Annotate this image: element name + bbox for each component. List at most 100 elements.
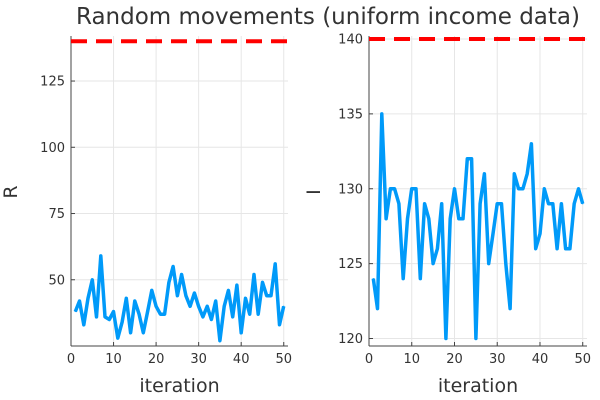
data-point (479, 203, 481, 205)
data-point (466, 158, 468, 160)
data-point (522, 188, 524, 190)
data-point (441, 203, 443, 205)
y-tick-label: 140 (338, 32, 363, 47)
y-tick-label: 125 (40, 75, 65, 90)
data-point (155, 305, 157, 307)
data-point (402, 278, 404, 280)
data-point (419, 278, 421, 280)
data-point (389, 188, 391, 190)
data-point (436, 248, 438, 250)
data-point (475, 337, 477, 340)
data-point (530, 143, 533, 145)
data-point (244, 297, 247, 299)
data-point (535, 248, 537, 250)
data-point (125, 297, 127, 299)
data-point (411, 188, 413, 190)
left-plot-panel: 0 10 20 30 40 50 50 75 100 125 iteration R (0, 36, 292, 397)
x-tick-label: 0 (365, 352, 373, 367)
y-tick-label: 75 (48, 207, 65, 222)
data-point (543, 188, 545, 190)
data-point (257, 313, 259, 315)
data-point (488, 263, 490, 265)
data-point (91, 279, 93, 281)
data-point (381, 113, 383, 115)
data-series-line (371, 112, 585, 341)
data-point (240, 332, 242, 334)
data-point (129, 332, 132, 334)
data-point (104, 316, 106, 318)
data-point (78, 300, 81, 302)
data-point (261, 281, 264, 284)
data-point (176, 295, 178, 297)
data-point (121, 321, 123, 323)
data-point (172, 265, 174, 268)
x-tick-label: 50 (275, 352, 292, 367)
data-point (159, 313, 161, 315)
data-point (500, 203, 503, 205)
data-point (453, 188, 456, 190)
data-point (505, 263, 507, 265)
data-point (432, 263, 434, 265)
data-point (496, 203, 498, 205)
data-point (215, 300, 217, 302)
data-point (513, 173, 515, 175)
data-point (198, 305, 200, 307)
data-point (74, 310, 76, 313)
y-axis-label: R (0, 185, 22, 198)
x-tick-label: 50 (574, 352, 591, 367)
x-tick-label: 0 (67, 352, 75, 367)
x-tick-label: 10 (105, 352, 122, 367)
data-point (112, 310, 115, 313)
data-point (95, 316, 98, 318)
data-point (406, 218, 409, 220)
data-point (138, 313, 140, 315)
y-tick-label: 100 (40, 141, 65, 156)
y-axis-label: I (303, 189, 325, 195)
data-point (385, 218, 387, 220)
y-tick-label: 125 (338, 257, 363, 272)
data-point (83, 324, 85, 326)
data-point (193, 292, 195, 294)
x-tick-label: 40 (233, 352, 250, 367)
x-tick-label: 30 (190, 352, 207, 367)
x-axis-label: iteration (139, 375, 219, 397)
y-tick-label: 50 (48, 273, 65, 288)
data-point (210, 318, 213, 321)
x-tick-label: 10 (403, 352, 420, 367)
x-tick-label: 20 (148, 352, 165, 367)
data-point (249, 313, 251, 315)
data-point (134, 300, 136, 302)
data-point (423, 203, 426, 205)
data-point (232, 316, 234, 318)
data-point (560, 203, 562, 205)
data-point (151, 289, 153, 291)
data-point (462, 218, 464, 220)
data-point (547, 203, 550, 205)
y-tick-label: 135 (338, 107, 363, 122)
x-tick-label: 40 (532, 352, 549, 367)
data-point (227, 289, 230, 291)
data-point (372, 278, 374, 280)
data-point (394, 188, 396, 190)
data-point (458, 218, 460, 220)
data-point (87, 297, 89, 299)
data-point (577, 188, 580, 190)
data-point (445, 337, 447, 340)
data-point (470, 158, 473, 160)
data-point (223, 305, 225, 307)
data-point (565, 248, 567, 250)
data-point (202, 316, 204, 318)
data-point (185, 295, 187, 297)
data-point (253, 273, 255, 276)
x-tick-label: 30 (489, 352, 506, 367)
data-point (449, 218, 451, 220)
data-point (556, 248, 558, 250)
y-tick-label: 130 (338, 182, 363, 197)
data-point (526, 173, 528, 175)
chart-title: Random movements (uniform income data) (76, 4, 580, 30)
data-point (518, 188, 520, 190)
data-point (164, 313, 166, 315)
data-point (539, 233, 541, 235)
data-point (219, 340, 221, 342)
data-series-line (73, 254, 286, 343)
